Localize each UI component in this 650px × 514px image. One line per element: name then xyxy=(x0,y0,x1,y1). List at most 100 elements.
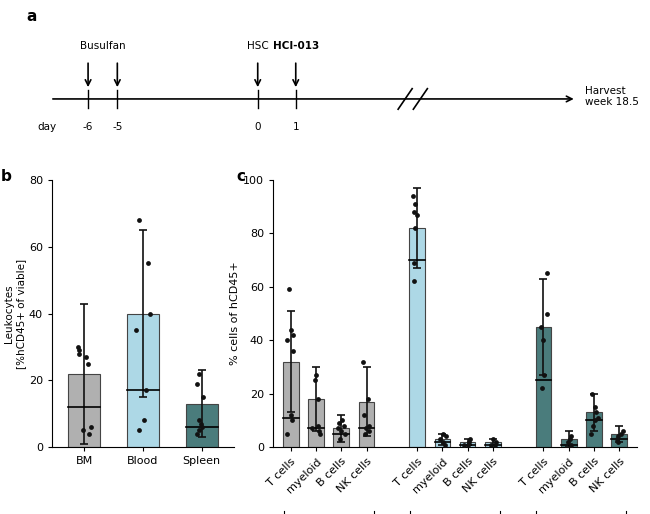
Point xyxy=(590,403,600,411)
Text: 0: 0 xyxy=(255,122,261,132)
Point xyxy=(194,427,204,435)
Point xyxy=(139,416,150,425)
Point xyxy=(409,278,419,286)
Point xyxy=(141,387,151,395)
Point xyxy=(282,430,293,438)
Bar xyxy=(185,404,218,447)
Bar xyxy=(359,402,374,447)
Y-axis label: Leukocytes
[%hCD45+ of viable]: Leukocytes [%hCD45+ of viable] xyxy=(5,259,26,369)
Point xyxy=(285,411,296,419)
Point xyxy=(590,416,601,425)
Point xyxy=(563,438,573,446)
Point xyxy=(334,419,345,427)
Point xyxy=(437,430,448,438)
Text: c: c xyxy=(237,169,246,184)
FancyArrowPatch shape xyxy=(53,96,572,102)
Bar xyxy=(485,442,500,447)
Point xyxy=(410,259,420,267)
Point xyxy=(198,393,209,401)
Point xyxy=(358,358,369,366)
Point xyxy=(284,285,294,293)
Point xyxy=(491,438,502,446)
Point xyxy=(335,435,346,443)
Text: HCI-013: HCI-013 xyxy=(272,42,319,51)
Bar xyxy=(434,439,450,447)
Point xyxy=(333,425,343,433)
Point xyxy=(459,440,469,449)
Point xyxy=(197,423,207,431)
Text: a: a xyxy=(27,9,37,24)
Point xyxy=(192,379,202,388)
Point xyxy=(194,416,204,425)
Point xyxy=(282,336,293,344)
Point xyxy=(612,432,623,440)
Point xyxy=(618,427,628,435)
Point xyxy=(566,440,577,449)
Point xyxy=(566,432,577,440)
Text: Busulfan: Busulfan xyxy=(80,42,125,51)
Point xyxy=(463,440,473,449)
Point xyxy=(337,416,347,425)
Point xyxy=(616,430,626,438)
Point xyxy=(73,343,83,351)
Point xyxy=(410,200,421,208)
Point xyxy=(81,353,91,361)
Point xyxy=(488,435,498,443)
Point xyxy=(363,395,373,403)
Point xyxy=(339,421,349,430)
Point xyxy=(74,350,85,358)
Point xyxy=(463,438,474,446)
Bar xyxy=(561,439,577,447)
Text: day: day xyxy=(38,122,57,132)
Text: 1: 1 xyxy=(292,122,299,132)
Bar xyxy=(308,399,324,447)
Point xyxy=(144,309,155,318)
Point xyxy=(74,346,85,355)
Y-axis label: % cells of hCD45+: % cells of hCD45+ xyxy=(230,262,240,365)
Point xyxy=(440,440,450,449)
Point xyxy=(288,331,298,339)
Point xyxy=(194,370,204,378)
Point xyxy=(539,371,549,379)
Point xyxy=(411,211,422,219)
Point xyxy=(286,325,296,334)
Point xyxy=(536,384,547,393)
Text: HSC: HSC xyxy=(247,42,268,51)
Point xyxy=(441,432,451,440)
Bar xyxy=(68,374,101,447)
Point xyxy=(490,440,501,449)
Point xyxy=(437,438,448,446)
Point xyxy=(192,430,202,438)
Point xyxy=(465,435,475,443)
Point xyxy=(340,430,350,438)
Point xyxy=(541,269,552,278)
Bar xyxy=(536,327,551,447)
Point xyxy=(612,438,623,446)
Point xyxy=(133,427,144,435)
Point xyxy=(196,419,206,428)
Point xyxy=(536,323,547,331)
Point xyxy=(588,421,599,430)
Point xyxy=(288,347,298,355)
Point xyxy=(359,411,370,419)
Bar xyxy=(333,429,349,447)
Text: Harvest
week 18.5: Harvest week 18.5 xyxy=(585,85,639,107)
Text: -5: -5 xyxy=(112,122,122,132)
Bar xyxy=(586,412,602,447)
Point xyxy=(435,435,445,443)
Point xyxy=(287,416,297,425)
Point xyxy=(409,208,419,216)
Point xyxy=(590,408,601,416)
Point xyxy=(410,224,420,232)
Point xyxy=(361,425,371,433)
Point xyxy=(131,326,142,334)
Point xyxy=(612,435,622,443)
Point xyxy=(77,427,88,435)
Point xyxy=(359,430,370,438)
Point xyxy=(336,427,346,435)
Bar xyxy=(283,362,298,447)
Point xyxy=(541,309,552,318)
Point xyxy=(586,430,596,438)
Point xyxy=(84,430,95,438)
Point xyxy=(538,336,548,344)
